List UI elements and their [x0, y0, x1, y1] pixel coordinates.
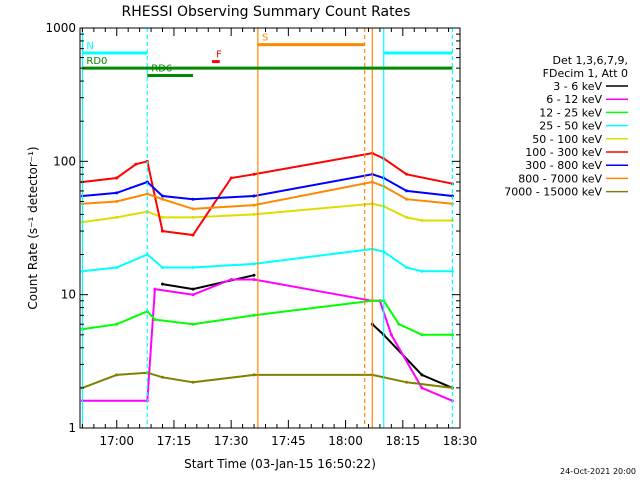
y-tick-label-3: 1000	[45, 21, 76, 35]
x-tick-label-2: 17:30	[214, 434, 249, 448]
series-point-4-5	[252, 212, 256, 216]
series-point-5-7	[252, 172, 256, 176]
flag-label-4: RD6	[151, 64, 172, 75]
legend-header-0: Det 1,3,6,7,9,	[552, 54, 628, 67]
y-axis-label: Count Rate (s⁻¹ detector⁻¹)	[26, 146, 40, 309]
series-point-4-9	[420, 219, 424, 222]
series-point-7-2	[145, 192, 149, 196]
y-tick-label-1: 10	[61, 288, 76, 302]
series-point-7-8	[405, 197, 409, 201]
series-point-7-3	[161, 197, 164, 201]
legend-label-1: 6 - 12 keV	[546, 93, 602, 106]
series-point-5-6	[229, 176, 233, 180]
series-point-2-4	[191, 322, 195, 326]
series-point-2-1	[115, 322, 119, 326]
series-line-6	[82, 173, 453, 201]
legend-label-7: 800 - 7000 keV	[518, 172, 602, 185]
series-point-3-5	[252, 262, 256, 266]
series-line-7	[82, 180, 453, 210]
series-point-0-4	[191, 287, 195, 291]
series-point-1-2	[153, 287, 157, 291]
series-point-1-5	[252, 278, 256, 281]
series-point-1-3	[191, 293, 195, 297]
legend-label-2: 12 - 25 keV	[539, 106, 602, 119]
series-point-5-1	[115, 176, 119, 180]
legend-label-6: 300 - 800 keV	[525, 159, 602, 172]
x-tick-label-4: 18:00	[328, 434, 363, 448]
series-line-5	[82, 152, 453, 237]
series-point-3-8	[405, 266, 409, 269]
series-point-0-3	[161, 282, 164, 286]
x-tick-label-1: 17:15	[157, 434, 192, 448]
plot-background	[80, 28, 460, 428]
series-point-5-5	[191, 233, 195, 237]
series-point-0-9	[420, 373, 424, 377]
series-point-3-4	[191, 266, 195, 269]
x-tick-label-0: 17:00	[99, 434, 134, 448]
series-point-3-10	[450, 269, 454, 273]
flag-label-3: RD0	[86, 56, 107, 67]
series-point-0-5	[252, 273, 256, 277]
vline-layer	[81, 28, 453, 428]
series-point-8-1	[115, 373, 119, 377]
series-point-4-8	[405, 215, 409, 219]
series-point-2-9	[420, 333, 424, 337]
series-point-6-1	[115, 191, 119, 195]
flag-label-1: S	[262, 33, 268, 44]
x-tick-label-6: 18:30	[443, 434, 478, 448]
x-axis-label: Start Time (03-Jan-15 16:50:22)	[184, 457, 376, 471]
series-point-4-3	[161, 215, 164, 219]
legend-label-5: 100 - 300 keV	[525, 146, 602, 159]
flag-label-2: F	[216, 50, 222, 61]
series-point-1-4	[229, 278, 233, 281]
series-point-4-4	[191, 215, 195, 219]
series-point-2-8	[397, 322, 401, 326]
series-point-7-1	[115, 200, 119, 203]
x-tick-label-3: 17:45	[271, 434, 306, 448]
series-point-5-10	[405, 172, 409, 176]
series-point-8-4	[191, 380, 195, 384]
flag-label-0: N	[86, 41, 93, 52]
series-point-1-9	[420, 386, 424, 390]
timestamp: 24-Oct-2021 20:00	[560, 467, 636, 476]
legend-label-8: 7000 - 15000 keV	[504, 186, 602, 199]
y-tick-label-2: 100	[53, 154, 76, 168]
series-layer	[80, 151, 454, 403]
chart-title: RHESSI Observing Summary Count Rates	[122, 4, 411, 20]
legend-label-4: 50 - 100 keV	[532, 133, 602, 146]
series-point-3-9	[420, 269, 424, 273]
series-point-2-10	[450, 333, 454, 337]
series-point-5-4	[161, 229, 164, 233]
series-point-8-5	[252, 373, 256, 377]
x-tick-label-5: 18:15	[385, 434, 420, 448]
legend-header-1: FDecim 1, Att 0	[543, 67, 628, 80]
series-point-5-2	[134, 162, 138, 166]
axes-layer: 1 10 100 1000 17:00 17:15 17:30 17:45 18:00 18:15…	[45, 21, 477, 448]
legend-label-0: 3 - 6 keV	[553, 80, 602, 93]
series-point-7-5	[252, 203, 256, 207]
plot-area	[80, 28, 460, 428]
series-point-1-8	[389, 333, 393, 337]
y-tick-label-0: 1	[68, 421, 76, 435]
series-point-6-4	[191, 197, 195, 201]
series-point-2-5	[252, 313, 256, 317]
series-point-3-3	[161, 266, 164, 269]
series-point-4-1	[115, 215, 119, 219]
flag-layer: N S F RD0 RD6	[82, 33, 453, 78]
legend-label-3: 25 - 50 keV	[539, 120, 602, 133]
series-point-8-3	[161, 375, 164, 379]
series-point-7-4	[191, 207, 195, 211]
series-point-8-8	[405, 380, 409, 384]
legend: Det 1,3,6,7,9,FDecim 1, Att 03 - 6 keV6 …	[504, 54, 628, 199]
series-point-6-3	[161, 194, 164, 198]
series-point-6-5	[252, 194, 256, 198]
plot-frame	[79, 27, 461, 429]
series-point-3-1	[115, 266, 119, 269]
series-point-6-8	[405, 189, 409, 193]
series-line-8	[82, 371, 453, 389]
series-point-2-3	[153, 318, 157, 322]
